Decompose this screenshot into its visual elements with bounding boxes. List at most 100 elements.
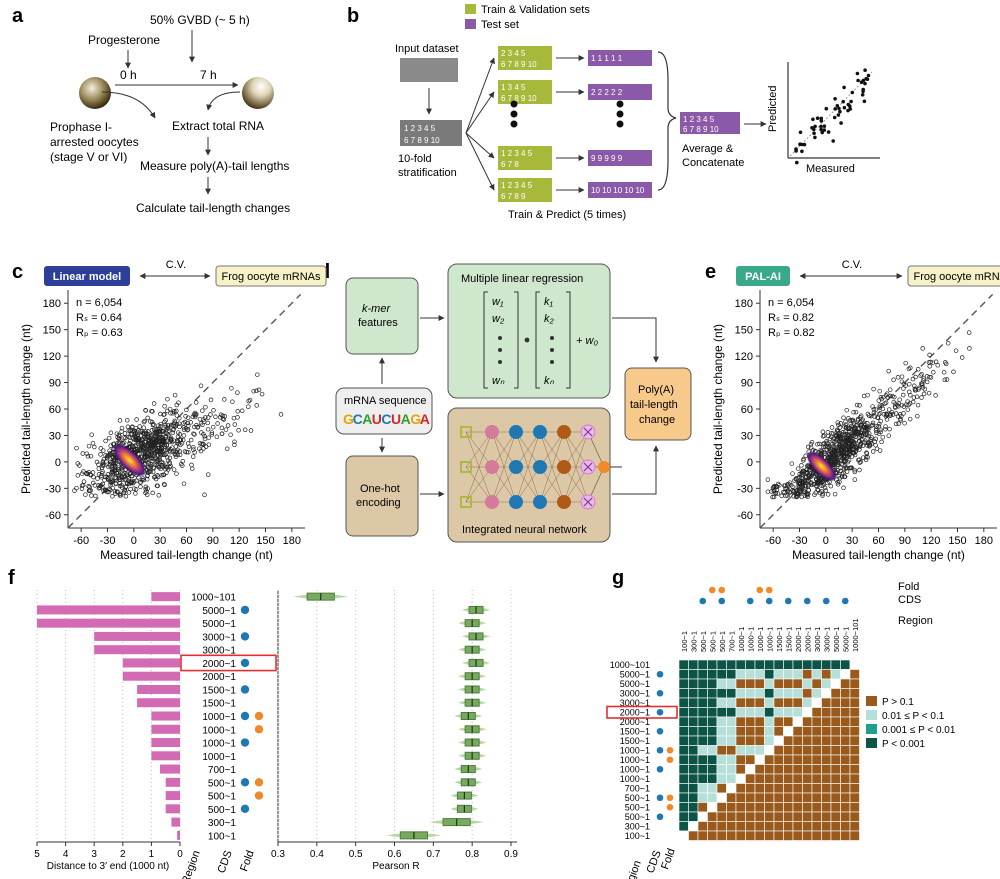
scatter-point: [167, 406, 173, 412]
distance-bar: [165, 777, 180, 787]
scatter-point: [202, 492, 207, 498]
scatter-point: [167, 455, 173, 461]
matrix-cell: [821, 802, 832, 813]
mini-point: [861, 78, 866, 83]
scatter-point: [95, 476, 100, 481]
scatter-point: [817, 441, 822, 447]
matrix-cell: [716, 764, 727, 775]
ellipsis-dot: [510, 120, 518, 128]
scatter-point: [805, 444, 811, 450]
nn-node: [485, 425, 499, 439]
matrix-cell: [678, 773, 689, 784]
scatter-point: [185, 420, 190, 426]
x-tick-label: 30: [154, 535, 166, 547]
matrix-cell: [754, 830, 765, 841]
scatter-point: [171, 467, 177, 472]
scatter-point: [122, 431, 128, 436]
nn-node: [533, 495, 547, 509]
scatter-point: [942, 377, 948, 383]
matrix-cell: [811, 821, 822, 832]
fold-dot: [254, 778, 264, 787]
scatter-point: [165, 438, 170, 444]
mini-point: [863, 68, 867, 72]
legend-swatch: [866, 738, 877, 748]
scatter-point: [89, 493, 94, 498]
scatter-point: [110, 494, 115, 499]
scatter-point: [872, 439, 878, 444]
matrix-cell: [802, 726, 813, 737]
matrix-cell: [678, 678, 689, 689]
scatter-point: [143, 461, 148, 466]
scatter-point: [242, 427, 248, 433]
scatter-point: [844, 438, 850, 443]
matrix-cell: [849, 802, 860, 813]
scatter-point: [144, 434, 150, 440]
matrix-cell: [678, 707, 689, 718]
scatter-point: [177, 415, 182, 421]
scatter-point: [165, 396, 170, 402]
scatter-point: [201, 417, 206, 422]
matrix-cell: [811, 697, 822, 708]
matrix-cell: [735, 821, 746, 832]
mini-point: [795, 160, 799, 165]
matrix-cell: [678, 745, 689, 756]
scatter-point: [883, 393, 889, 398]
x-tick-label: 0: [823, 535, 829, 547]
scatter-point: [837, 476, 843, 481]
equation-term: kₙ: [544, 375, 555, 387]
matrix-row-label: 2000~1: [620, 717, 650, 727]
matrix-cell: [726, 707, 737, 718]
scatter-point: [205, 415, 211, 420]
scatter-point: [149, 419, 155, 425]
scatter-point: [847, 441, 853, 447]
equation-term: w₁: [492, 296, 504, 308]
scatter-point: [121, 440, 127, 445]
scatter-point: [177, 424, 182, 429]
scatter-point: [785, 482, 790, 487]
fold-rows: 2 3 4 56 7 8 9 101 1 1 1 11 3 4 56 7 8 9…: [465, 46, 652, 202]
x-tick-label: 120: [922, 535, 940, 547]
scatter-point: [810, 471, 816, 476]
matrix-cell: [849, 659, 860, 670]
scatter-point: [112, 464, 118, 469]
scatter-point: [884, 412, 889, 418]
matrix-cell: [840, 688, 851, 699]
legend-label: P < 0.001: [882, 739, 925, 750]
scatter-point: [93, 493, 98, 499]
dot-product-symbol: [524, 337, 530, 343]
scatter-point: [870, 449, 876, 454]
scatter-point: [843, 419, 848, 424]
matrix-cell: [735, 735, 746, 746]
matrix-cell: [688, 821, 699, 832]
matrix-row-label: 100~1: [625, 831, 650, 841]
matrix-row-label: 1000~1: [620, 774, 650, 784]
mini-point: [802, 142, 807, 147]
model-badge-label: PAL-AI: [745, 271, 781, 283]
scatter-point: [108, 430, 114, 436]
matrix-cell: [764, 716, 775, 727]
scatter-point: [182, 419, 188, 425]
x-tick-label: 180: [283, 535, 301, 547]
scatter-point: [191, 431, 196, 436]
scatter-point: [84, 471, 89, 477]
matrix-cell: [783, 669, 794, 680]
scatter-point: [108, 443, 113, 448]
scatter-point: [838, 436, 843, 442]
scatter-point: [168, 422, 174, 428]
y-tick-label: 180: [735, 298, 753, 310]
matrix-cell: [821, 754, 832, 765]
legend-label: P > 0.1: [882, 697, 914, 708]
scatter-point: [235, 415, 240, 420]
matrix-cell: [735, 716, 746, 727]
matrix-cell: [802, 830, 813, 841]
scatter-point: [908, 392, 913, 398]
scatter-point: [808, 445, 814, 450]
scatter-point: [903, 383, 908, 388]
scatter-point: [854, 422, 859, 428]
scatter-point: [101, 448, 106, 453]
scatter-point: [907, 381, 912, 387]
distance-bar: [94, 645, 180, 655]
scatter-point: [128, 444, 133, 449]
matrix-cell: [678, 688, 689, 699]
scatter-point: [913, 374, 918, 380]
